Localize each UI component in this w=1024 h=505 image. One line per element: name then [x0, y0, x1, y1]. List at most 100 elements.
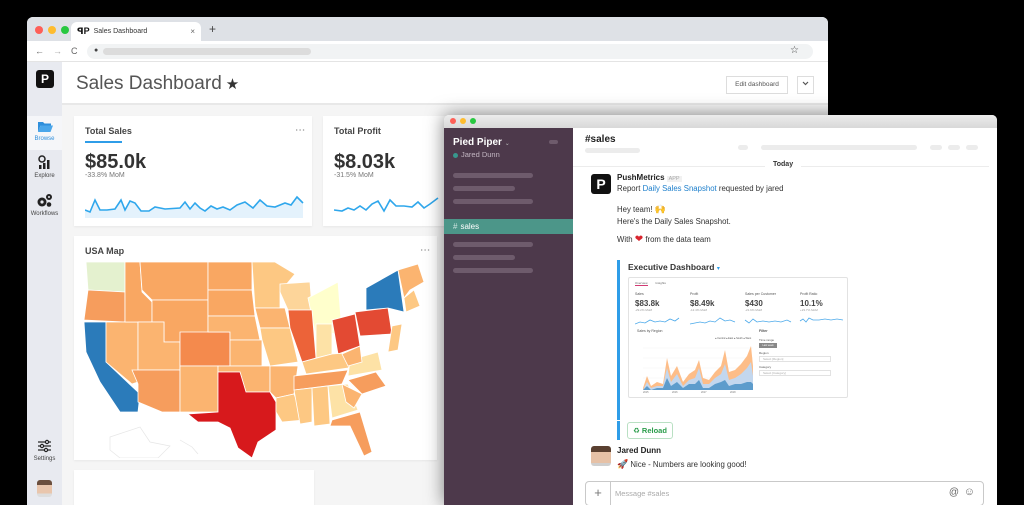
kpi-value: $83.8k: [635, 299, 660, 308]
kpi-change: -12.4% MoM: [690, 308, 708, 312]
card-menu-icon[interactable]: ⋮: [294, 125, 305, 134]
forward-button[interactable]: →: [53, 46, 62, 56]
snapshot-kpi: Profit $8.49k -12.4% MoM: [690, 292, 740, 312]
message-line: 🚀 Nice - Numbers are looking good!: [617, 459, 747, 470]
usa-choropleth-map[interactable]: [80, 262, 430, 458]
online-status-icon: [453, 152, 458, 158]
left-nav: P Browse Explore Wor: [27, 62, 62, 505]
back-button[interactable]: ←: [35, 46, 44, 56]
region-label: Region: [759, 351, 769, 355]
minimize-window-button[interactable]: [460, 118, 466, 124]
attachment-title[interactable]: Executive Dashboard ▾: [628, 262, 720, 272]
channel-item-sales[interactable]: # sales: [444, 219, 573, 234]
new-tab-button[interactable]: +: [209, 22, 217, 36]
team-name: Pied Piper: [453, 137, 502, 148]
dashboard-snapshot-image[interactable]: Overview Insights Sales $83.8k -29.2% MoM…: [628, 277, 848, 398]
maximize-window-button[interactable]: [61, 26, 69, 34]
pushmetrics-logo[interactable]: P: [36, 70, 54, 88]
channel-placeholder[interactable]: [453, 255, 515, 260]
attach-plus-button[interactable]: +: [586, 482, 611, 505]
edit-dropdown-button[interactable]: [797, 76, 814, 94]
channel-placeholder[interactable]: [453, 173, 533, 178]
reload-button[interactable]: ♻ Reload: [627, 422, 673, 439]
reload-button[interactable]: C: [71, 46, 78, 56]
channel-placeholder[interactable]: [453, 268, 533, 273]
kpi-label: Sales per Customer: [745, 292, 776, 296]
card-title: Total Sales: [85, 126, 132, 136]
nav-label: Settings: [33, 456, 56, 462]
text: from the data team: [643, 235, 711, 244]
reload-label: Reload: [641, 426, 667, 435]
pushmetrics-avatar[interactable]: P: [591, 174, 611, 194]
kpi-change: -29.2% MoM: [635, 308, 653, 312]
nav-item-explore[interactable]: Explore: [27, 155, 62, 179]
window-controls: [450, 118, 476, 124]
text: Report: [617, 184, 643, 193]
tab-title: Sales Dashboard: [93, 28, 148, 35]
close-window-button[interactable]: [450, 118, 456, 124]
close-window-button[interactable]: [35, 26, 43, 34]
kpi-value: $8.03k: [334, 151, 396, 173]
favorite-star-icon[interactable]: ★: [225, 76, 240, 93]
raised-hands-icon: 🙌: [654, 204, 666, 214]
maximize-window-button[interactable]: [470, 118, 476, 124]
channel-placeholder[interactable]: [453, 199, 533, 204]
channel-placeholder[interactable]: [453, 186, 515, 191]
snapshot-sparklines: [635, 317, 844, 325]
kpi-value: $430: [745, 299, 763, 308]
card-menu-icon[interactable]: ⋮: [419, 245, 430, 254]
text: Executive Dashboard: [628, 262, 715, 272]
slack-window: Pied Piper ⌄ Jared Dunn # sales #sales: [444, 115, 997, 505]
header-icon-placeholder[interactable]: [966, 145, 978, 150]
tab-bar: ꟼP Sales Dashboard × +: [27, 17, 828, 41]
kpi-value: $8.49k: [690, 299, 715, 308]
nav-item-browse[interactable]: Browse: [27, 116, 62, 150]
text: With: [617, 235, 635, 244]
search-placeholder[interactable]: [761, 145, 917, 150]
bookmark-star-icon[interactable]: ☆: [790, 45, 799, 56]
url-placeholder: [103, 48, 311, 55]
address-toolbar: ← → C ● ☆: [27, 41, 828, 62]
header-icon-placeholder[interactable]: [948, 145, 960, 150]
team-switcher[interactable]: Pied Piper ⌄: [453, 137, 510, 148]
sender-name: PushMetrics: [617, 173, 665, 182]
text: requested by jared: [716, 184, 784, 193]
browser-tab[interactable]: ꟼP Sales Dashboard ×: [71, 22, 201, 41]
page-header: Sales Dashboard ★ Edit dashboard: [62, 62, 828, 105]
svg-text:2016: 2016: [672, 391, 678, 394]
user-name: Jared Dunn: [461, 150, 500, 159]
emoji-picker-icon[interactable]: ☺: [963, 486, 975, 498]
message-composer: + @ ☺: [585, 481, 984, 505]
slack-main: #sales Today P PushMetrics APP Report Dai…: [573, 128, 997, 505]
report-link[interactable]: Daily Sales Snapshot: [642, 184, 717, 193]
nav-item-settings[interactable]: Settings: [27, 439, 62, 462]
nav-item-workflows[interactable]: Workflows: [27, 193, 62, 217]
report-attachment: Executive Dashboard ▾ Overview Insights S…: [617, 260, 848, 420]
channel-placeholder[interactable]: [453, 242, 533, 247]
svg-text:● Central ● East ● South ● Wes: ● Central ● East ● South ● West: [715, 337, 751, 340]
slack-sidebar: Pied Piper ⌄ Jared Dunn # sales: [444, 128, 573, 505]
caret-down-icon: ▾: [716, 266, 720, 272]
category-select: Select [Category]: [759, 370, 831, 376]
address-bar[interactable]: ● ☆: [87, 44, 813, 59]
kpi-value: 10.1%: [800, 299, 823, 308]
notifications-toggle[interactable]: [549, 140, 558, 144]
message-input[interactable]: [615, 486, 915, 501]
message-sender[interactable]: Jared Dunn: [617, 446, 662, 455]
sliders-icon: [27, 439, 62, 456]
text: Nice - Numbers are looking good!: [628, 460, 747, 469]
close-tab-icon[interactable]: ×: [190, 27, 195, 36]
time-range-label: Time range: [759, 338, 775, 342]
edit-dashboard-button[interactable]: Edit dashboard: [726, 76, 788, 94]
minimize-window-button[interactable]: [48, 26, 56, 34]
header-icon-placeholder[interactable]: [930, 145, 942, 150]
mention-icon[interactable]: @: [948, 487, 959, 498]
header-icon-placeholder[interactable]: [738, 145, 748, 150]
snapshot-tab: Insights: [655, 281, 666, 285]
kpi-change: -31.5% MoM: [334, 172, 374, 179]
jared-avatar[interactable]: [591, 446, 611, 466]
message-sender[interactable]: PushMetrics APP: [617, 173, 682, 182]
text: Hey team!: [617, 205, 655, 214]
user-avatar[interactable]: [37, 480, 52, 497]
